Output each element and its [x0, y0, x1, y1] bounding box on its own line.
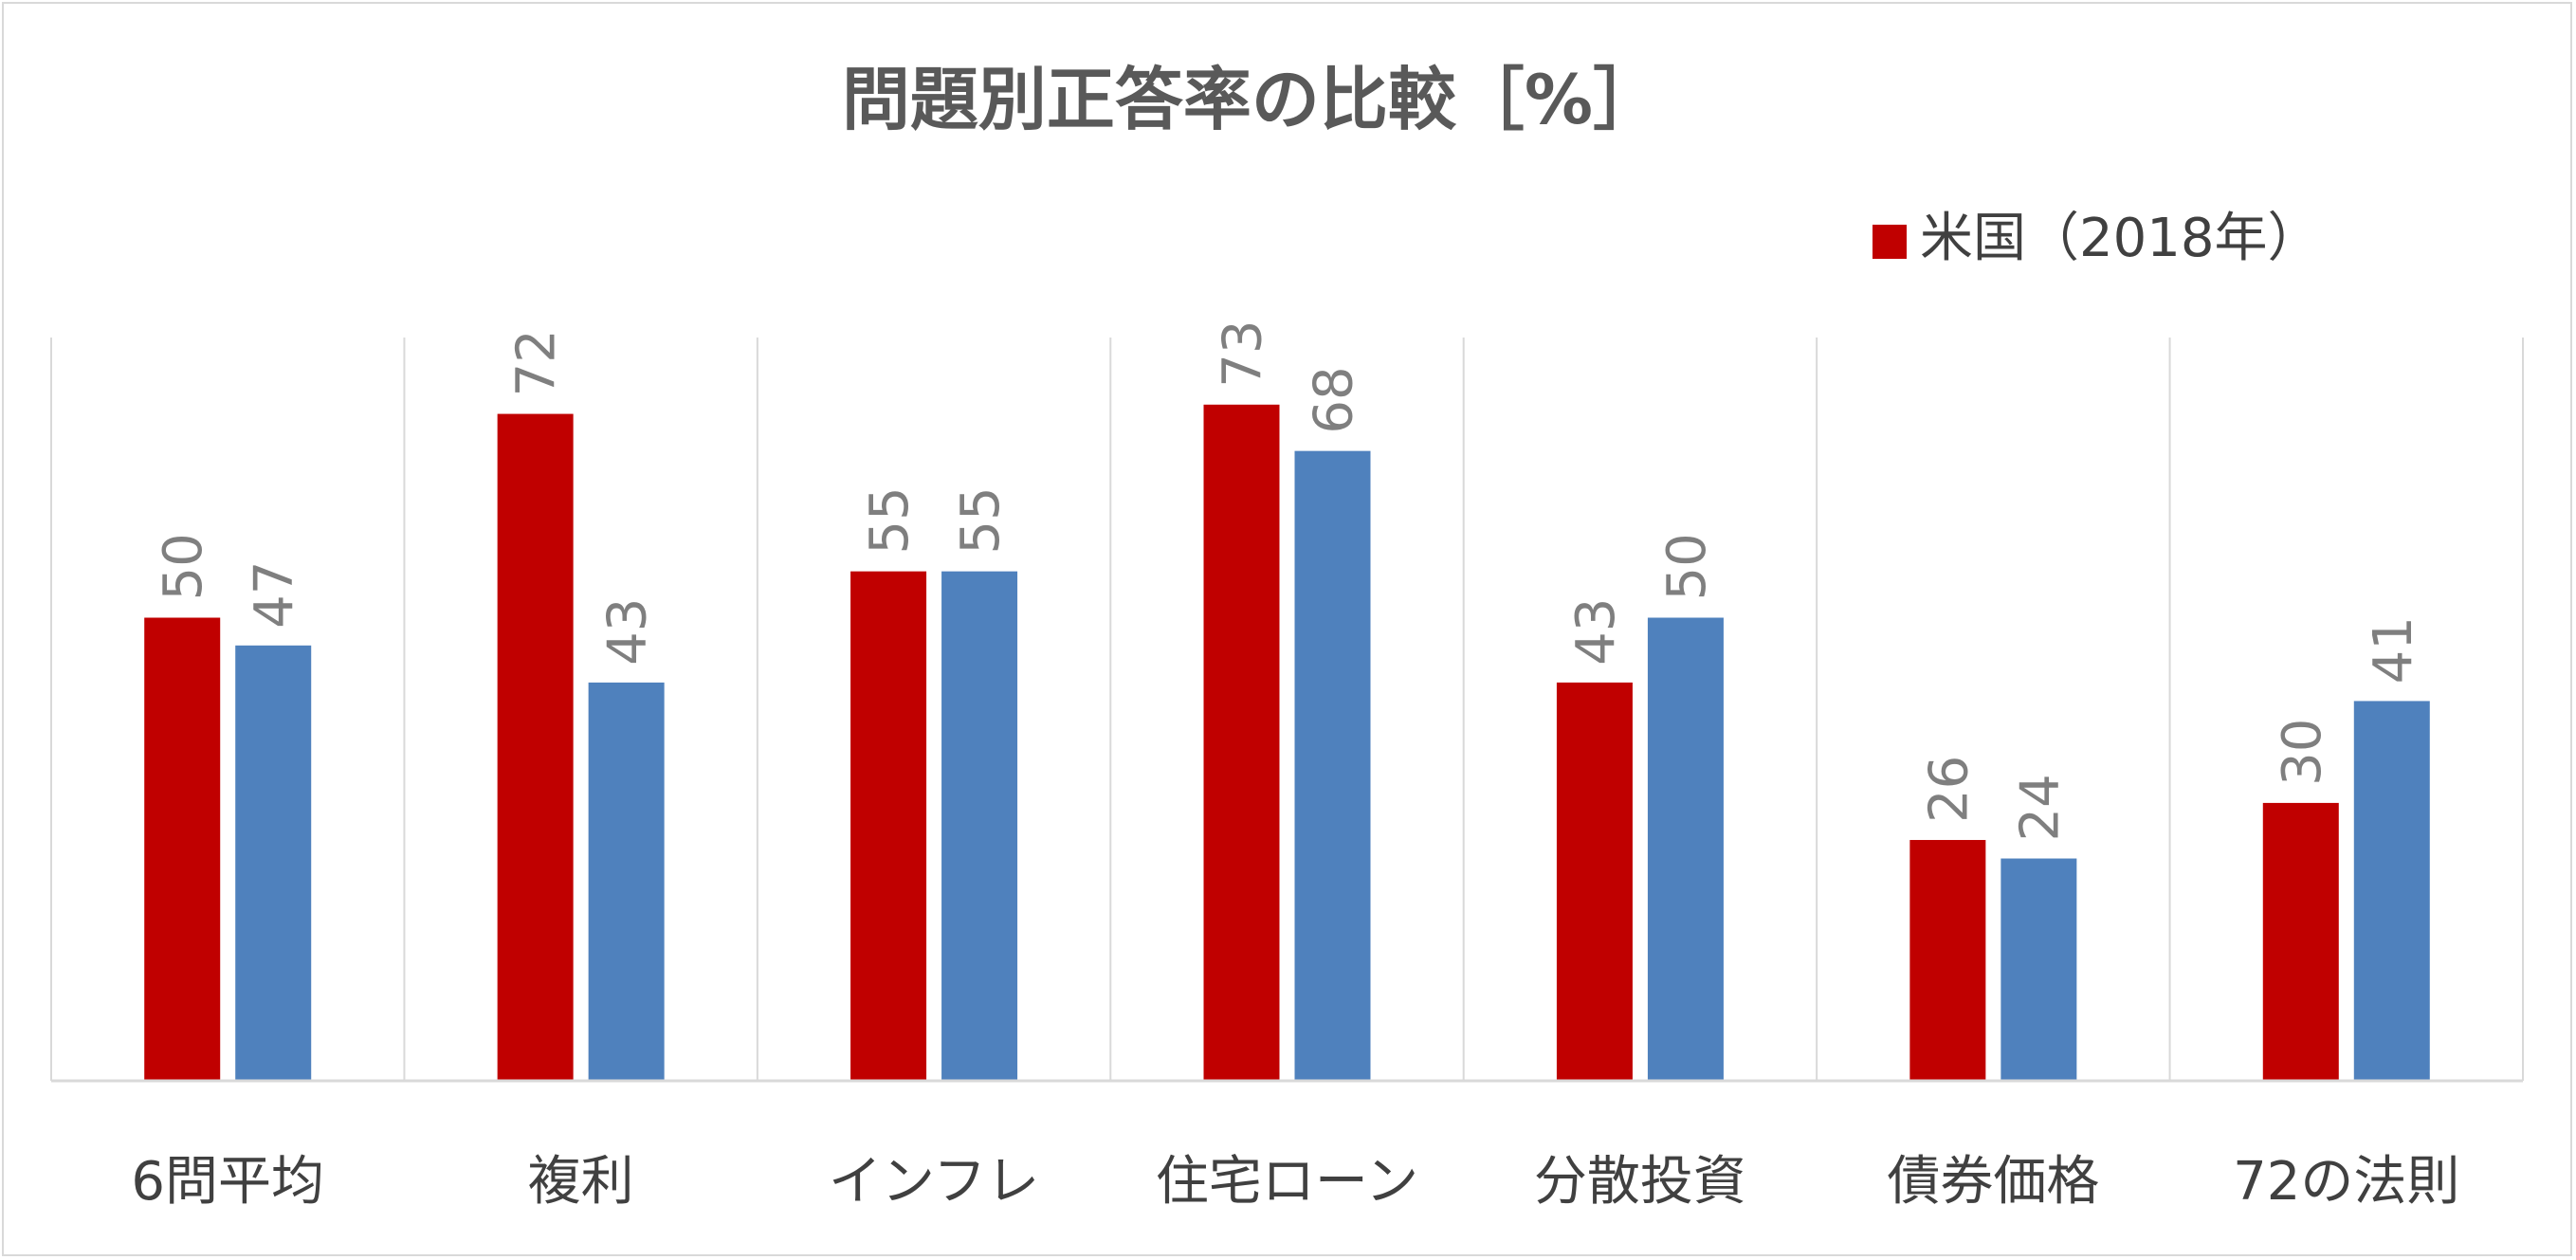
chart-title: 問題別正答率の比較［%］ [842, 60, 1661, 139]
data-labels: 50 47 72 43 55 55 73 68 43 50 26 24 30 41 [153, 320, 2424, 842]
category-label-1: 6問平均 [131, 1151, 324, 1213]
data-label-series-2-4: 68 [1304, 366, 1365, 433]
category-label-2: 複利 [528, 1151, 634, 1213]
data-label-series-2-2: 43 [597, 598, 659, 666]
category-label-7: 72の法則 [2233, 1151, 2459, 1213]
data-label-series-1-7: 30 [2272, 719, 2333, 786]
data-label-series-2-3: 55 [950, 486, 1012, 554]
data-label-series-1-1: 50 [153, 533, 214, 600]
legend-swatch-series-1 [1873, 225, 1907, 259]
legend-label-series-1: 米国（2018年） [1920, 208, 2321, 269]
category-label-3: インフレ [829, 1151, 1039, 1213]
data-label-series-2-7: 41 [2363, 616, 2424, 684]
bar-series-2-2 [588, 682, 665, 1081]
category-label-4: 住宅ローン [1156, 1151, 1418, 1213]
category-label-5: 分散投資 [1534, 1151, 1746, 1213]
category-labels: 6問平均 複利 インフレ 住宅ローン 分散投資 債券価格 72の法則 [131, 1151, 2459, 1213]
data-label-series-1-2: 72 [506, 329, 568, 396]
bar-series-2-4 [1294, 450, 1371, 1081]
bar-series-2-1 [235, 645, 312, 1081]
data-label-series-1-6: 26 [1918, 756, 1980, 823]
category-gridlines [50, 338, 2524, 1081]
bar-series-1-4 [1203, 404, 1280, 1081]
data-label-series-1-3: 55 [859, 486, 921, 554]
bar-series-1-6 [1909, 839, 1986, 1081]
category-label-6: 債券価格 [1887, 1151, 2099, 1213]
bar-series-1-3 [850, 571, 927, 1081]
bar-series-2-5 [1647, 617, 1724, 1081]
data-label-series-2-5: 50 [1656, 533, 1718, 600]
bar-series-1-2 [497, 413, 574, 1081]
data-label-series-1-5: 43 [1565, 598, 1627, 666]
bars [144, 404, 2430, 1081]
bar-series-1-5 [1556, 682, 1633, 1081]
bar-series-2-6 [2001, 858, 2077, 1081]
data-label-series-2-6: 24 [2009, 774, 2071, 841]
bar-series-1-1 [144, 617, 221, 1081]
legend: 米国（2018年） [1873, 208, 2321, 269]
bar-series-1-7 [2262, 802, 2339, 1081]
bar-series-2-7 [2353, 701, 2430, 1081]
data-label-series-1-4: 73 [1213, 320, 1274, 388]
data-label-series-2-1: 47 [244, 561, 305, 629]
bar-series-2-3 [941, 571, 1018, 1081]
